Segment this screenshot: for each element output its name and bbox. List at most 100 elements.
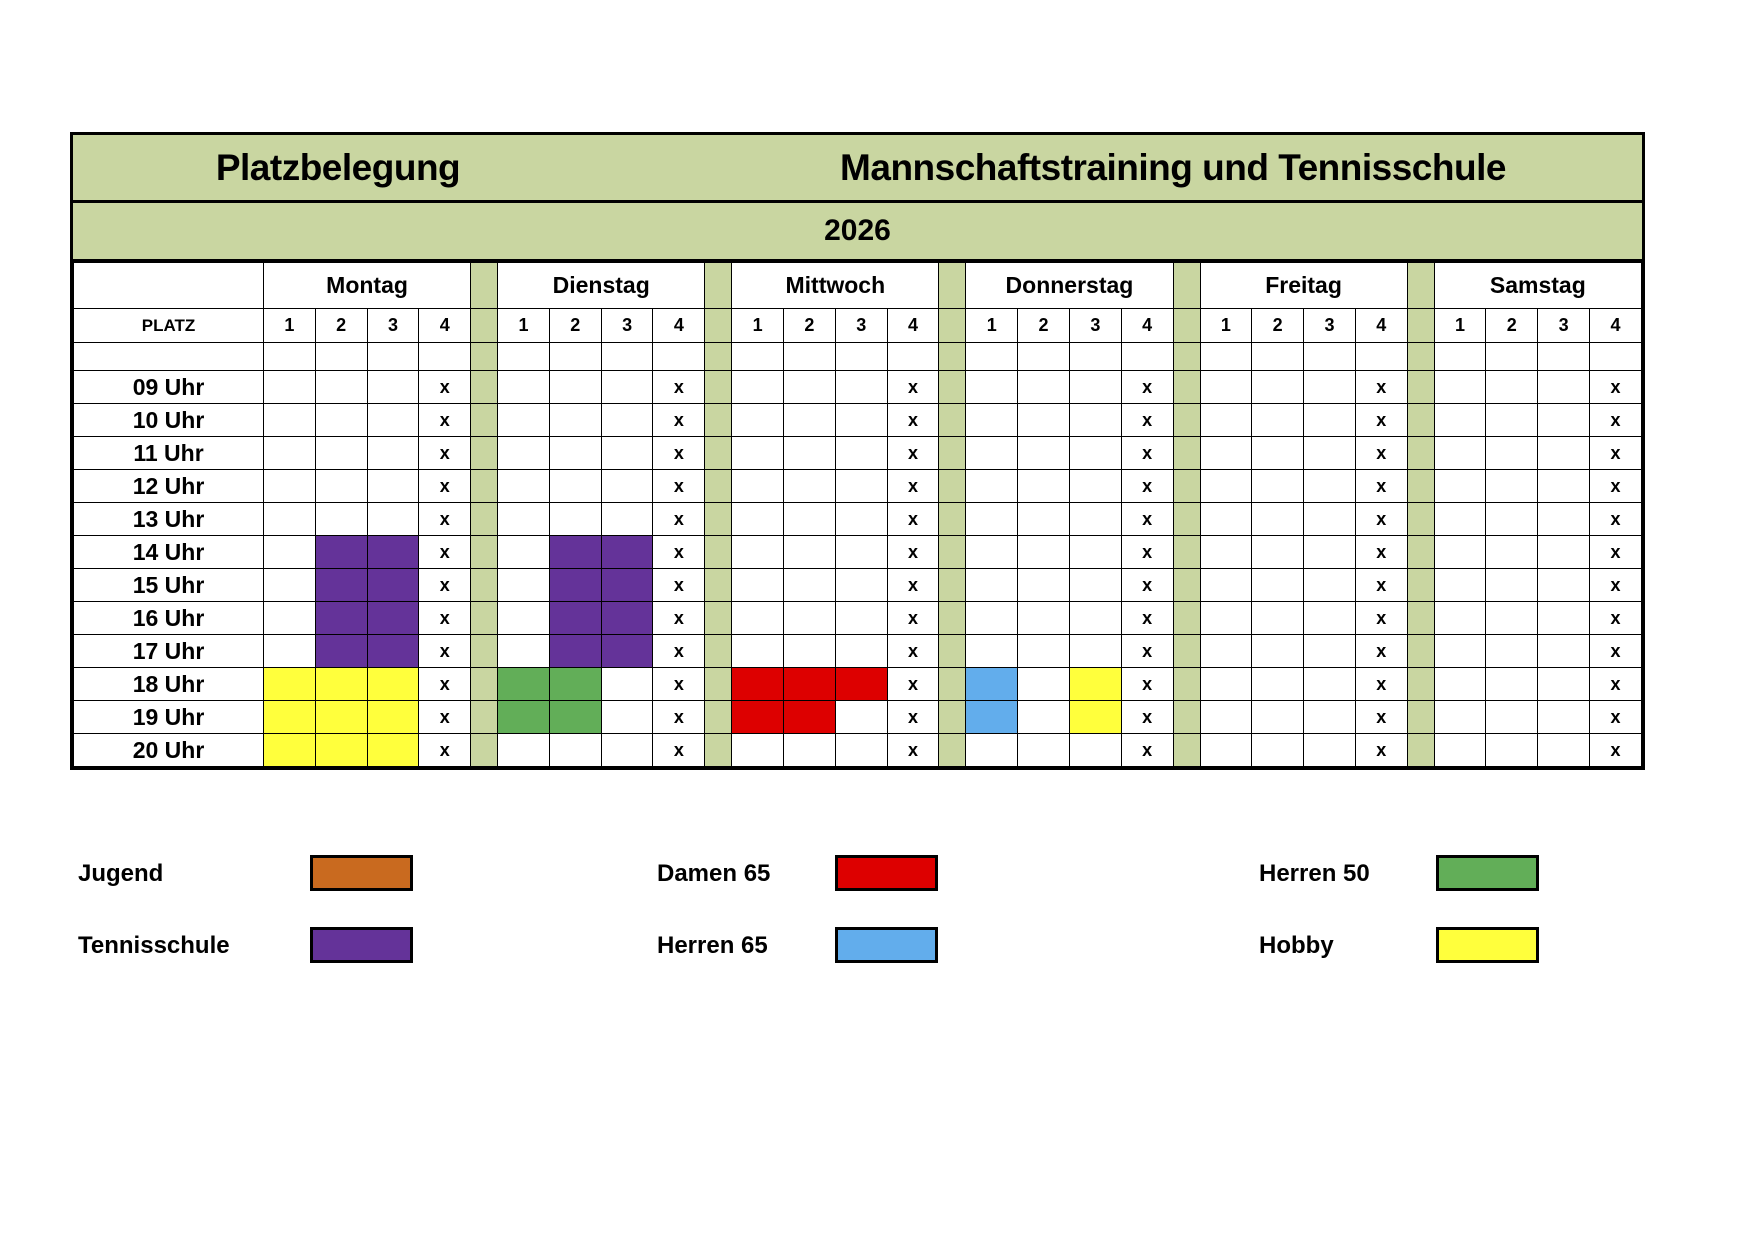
empty-cell[interactable]: [263, 634, 316, 668]
court-blocked-cell[interactable]: x: [418, 370, 472, 404]
empty-cell[interactable]: [1485, 502, 1539, 536]
empty-cell[interactable]: [731, 535, 785, 569]
court-blocked-cell[interactable]: x: [1588, 502, 1643, 536]
court-blocked-cell[interactable]: x: [652, 502, 706, 536]
court-blocked-cell[interactable]: x: [418, 403, 472, 437]
booking-cell-tennisschule[interactable]: [314, 535, 368, 569]
empty-cell[interactable]: [366, 469, 420, 503]
empty-cell[interactable]: [834, 601, 888, 635]
empty-cell[interactable]: [1251, 535, 1305, 569]
empty-cell[interactable]: [1485, 568, 1539, 602]
empty-cell[interactable]: [783, 733, 836, 767]
booking-cell-tennisschule[interactable]: [314, 601, 368, 635]
empty-cell[interactable]: [314, 403, 368, 437]
empty-cell[interactable]: [497, 403, 550, 437]
court-blocked-cell[interactable]: x: [1354, 601, 1408, 635]
empty-cell[interactable]: [548, 370, 602, 404]
empty-cell[interactable]: [1068, 535, 1122, 569]
court-blocked-cell[interactable]: x: [886, 667, 940, 701]
court-blocked-cell[interactable]: x: [652, 634, 706, 668]
empty-cell[interactable]: [366, 436, 420, 470]
court-blocked-cell[interactable]: x: [652, 667, 706, 701]
empty-cell[interactable]: [263, 568, 316, 602]
empty-cell[interactable]: [1251, 469, 1305, 503]
empty-cell[interactable]: [731, 601, 785, 635]
empty-cell[interactable]: [1017, 370, 1070, 404]
empty-cell[interactable]: [497, 601, 550, 635]
court-blocked-cell[interactable]: x: [1588, 568, 1643, 602]
empty-cell[interactable]: [1199, 535, 1253, 569]
empty-cell[interactable]: [314, 469, 368, 503]
court-blocked-cell[interactable]: x: [1354, 568, 1408, 602]
empty-cell[interactable]: [1537, 370, 1590, 404]
booking-cell-tennisschule[interactable]: [548, 535, 602, 569]
booking-cell-hobby[interactable]: [263, 733, 316, 767]
booking-cell-tennisschule[interactable]: [548, 568, 602, 602]
empty-cell[interactable]: [1433, 634, 1487, 668]
empty-cell[interactable]: [965, 436, 1019, 470]
empty-cell[interactable]: [834, 535, 888, 569]
empty-cell[interactable]: [1068, 436, 1122, 470]
empty-cell[interactable]: [834, 700, 888, 734]
court-blocked-cell[interactable]: x: [418, 535, 472, 569]
booking-cell-damen65[interactable]: [731, 667, 785, 701]
empty-cell[interactable]: [1199, 568, 1253, 602]
empty-cell[interactable]: [263, 370, 316, 404]
court-blocked-cell[interactable]: x: [418, 502, 472, 536]
empty-cell[interactable]: [1017, 535, 1070, 569]
empty-cell[interactable]: [1485, 601, 1539, 635]
empty-cell[interactable]: [1433, 733, 1487, 767]
court-blocked-cell[interactable]: x: [652, 733, 706, 767]
court-blocked-cell[interactable]: x: [418, 469, 472, 503]
booking-cell-herren65[interactable]: [965, 700, 1019, 734]
empty-cell[interactable]: [1303, 502, 1356, 536]
empty-cell[interactable]: [600, 436, 654, 470]
empty-cell[interactable]: [600, 733, 654, 767]
booking-cell-tennisschule[interactable]: [314, 568, 368, 602]
court-blocked-cell[interactable]: x: [652, 436, 706, 470]
empty-cell[interactable]: [1199, 436, 1253, 470]
empty-cell[interactable]: [731, 568, 785, 602]
empty-cell[interactable]: [1017, 436, 1070, 470]
empty-cell[interactable]: [263, 436, 316, 470]
empty-cell[interactable]: [1433, 535, 1487, 569]
empty-cell[interactable]: [834, 436, 888, 470]
empty-cell[interactable]: [731, 469, 785, 503]
empty-cell[interactable]: [1251, 601, 1305, 635]
empty-cell[interactable]: [1433, 469, 1487, 503]
empty-cell[interactable]: [1537, 601, 1590, 635]
empty-cell[interactable]: [1068, 370, 1122, 404]
booking-cell-tennisschule[interactable]: [366, 634, 420, 668]
empty-cell[interactable]: [834, 502, 888, 536]
empty-cell[interactable]: [783, 634, 836, 668]
empty-cell[interactable]: [314, 370, 368, 404]
empty-cell[interactable]: [1485, 634, 1539, 668]
booking-cell-tennisschule[interactable]: [366, 535, 420, 569]
booking-cell-tennisschule[interactable]: [600, 601, 654, 635]
court-blocked-cell[interactable]: x: [1120, 700, 1174, 734]
empty-cell[interactable]: [600, 403, 654, 437]
empty-cell[interactable]: [1537, 469, 1590, 503]
empty-cell[interactable]: [600, 667, 654, 701]
empty-cell[interactable]: [1251, 370, 1305, 404]
booking-cell-herren50[interactable]: [497, 700, 550, 734]
court-blocked-cell[interactable]: x: [418, 436, 472, 470]
court-blocked-cell[interactable]: x: [418, 667, 472, 701]
court-blocked-cell[interactable]: x: [1120, 403, 1174, 437]
court-blocked-cell[interactable]: x: [1354, 634, 1408, 668]
empty-cell[interactable]: [1017, 469, 1070, 503]
empty-cell[interactable]: [1303, 403, 1356, 437]
court-blocked-cell[interactable]: x: [1354, 733, 1408, 767]
empty-cell[interactable]: [834, 634, 888, 668]
booking-cell-herren50[interactable]: [497, 667, 550, 701]
empty-cell[interactable]: [783, 502, 836, 536]
court-blocked-cell[interactable]: x: [886, 535, 940, 569]
empty-cell[interactable]: [965, 370, 1019, 404]
empty-cell[interactable]: [965, 535, 1019, 569]
empty-cell[interactable]: [548, 469, 602, 503]
court-blocked-cell[interactable]: x: [1354, 502, 1408, 536]
booking-cell-hobby[interactable]: [366, 700, 420, 734]
empty-cell[interactable]: [1199, 700, 1253, 734]
empty-cell[interactable]: [1537, 634, 1590, 668]
empty-cell[interactable]: [366, 403, 420, 437]
